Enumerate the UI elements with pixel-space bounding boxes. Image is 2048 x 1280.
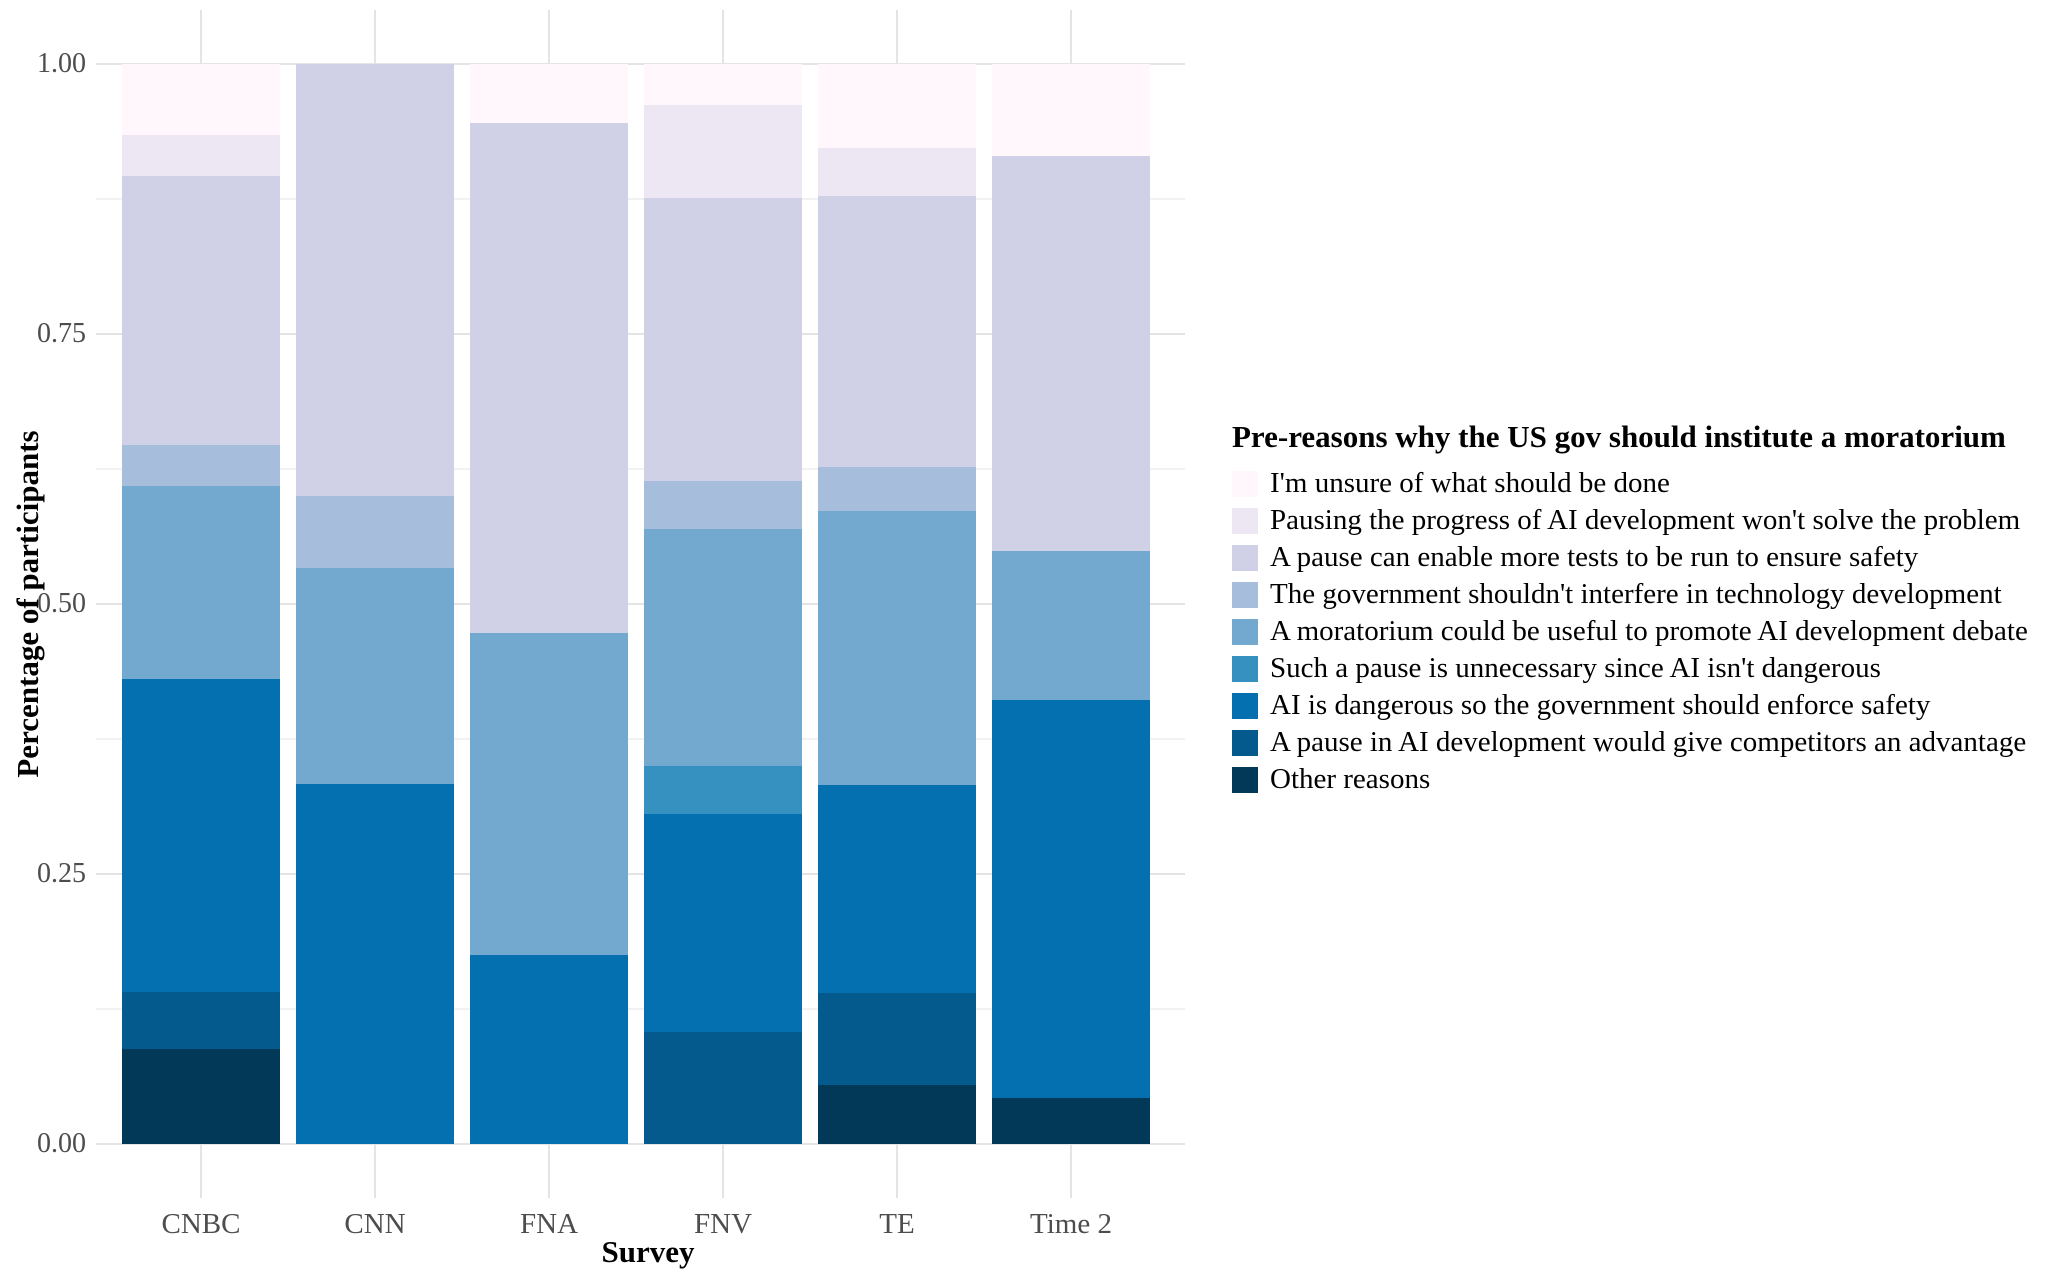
bar-segment	[296, 568, 454, 784]
legend-swatch	[1232, 766, 1258, 793]
legend-item-label: Other reasons	[1270, 763, 1431, 795]
bar-segment	[122, 679, 280, 992]
bar-segment	[470, 633, 628, 955]
legend-item-label: Such a pause is unnecessary since AI isn…	[1270, 652, 1881, 684]
legend-swatch	[1232, 618, 1258, 645]
bar-fna	[470, 10, 628, 1198]
legend-title: Pre-reasons why the US gov should instit…	[1232, 419, 2006, 454]
bar-segment	[818, 64, 976, 148]
gridline-minor-horizontal	[96, 738, 1185, 740]
bar-segment	[818, 785, 976, 993]
gridline-major-horizontal	[96, 873, 1185, 875]
legend-item: The government shouldn't interfere in te…	[1232, 576, 2028, 613]
bar-segment	[644, 1032, 802, 1144]
bar-fnv	[644, 10, 802, 1198]
x-tick-label: Time 2	[1030, 1208, 1112, 1240]
bar-segment	[818, 196, 976, 467]
x-tick-label: CNBC	[161, 1208, 241, 1240]
legend-item-label: A pause in AI development would give com…	[1270, 726, 2027, 758]
legend-item-label: Pausing the progress of AI development w…	[1270, 504, 2021, 536]
y-tick-label: 0.50	[37, 588, 86, 619]
bar-segment	[992, 551, 1150, 700]
legend-swatch	[1232, 655, 1258, 682]
gridline-minor-horizontal	[96, 198, 1185, 200]
bar-segment	[818, 1085, 976, 1144]
legend-item: Such a pause is unnecessary since AI isn…	[1232, 650, 2028, 687]
bar-segment	[992, 64, 1150, 156]
x-tick-label: CNN	[344, 1208, 406, 1240]
legend-rows: I'm unsure of what should be done Pausing…	[1232, 465, 2028, 798]
bar-segment	[992, 700, 1150, 1098]
bar-segment	[122, 176, 280, 445]
bar-segment	[992, 156, 1150, 551]
y-tick-label: 1.00	[37, 48, 86, 79]
bar-segment	[818, 148, 976, 196]
x-tick-label: FNV	[693, 1208, 753, 1240]
y-tick-label: 0.25	[37, 858, 86, 889]
bar-segment	[122, 445, 280, 486]
gridline-major-horizontal	[96, 1143, 1185, 1145]
legend-item-label: I'm unsure of what should be done	[1270, 467, 1670, 499]
legend-swatch	[1232, 692, 1258, 719]
legend-item: AI is dangerous so the government should…	[1232, 687, 2028, 724]
legend-item: Other reasons	[1232, 761, 2028, 798]
legend: Pre-reasons why the US gov should instit…	[1232, 419, 2028, 798]
legend-item-label: A moratorium could be useful to promote …	[1270, 615, 2028, 647]
gridline-major-horizontal	[96, 333, 1185, 335]
legend-swatch	[1232, 507, 1258, 534]
plot-panel	[96, 10, 1185, 1198]
legend-swatch	[1232, 581, 1258, 608]
bar-segment	[296, 784, 454, 1144]
bar-segment	[470, 123, 628, 633]
bar-segment	[644, 529, 802, 766]
bar-segment	[992, 1098, 1150, 1144]
bar-segment	[122, 64, 280, 135]
bar-cnbc	[122, 10, 280, 1198]
bar-segment	[470, 955, 628, 1144]
bar-segment	[122, 486, 280, 679]
bar-segment	[122, 992, 280, 1049]
legend-item: Pausing the progress of AI development w…	[1232, 502, 2028, 539]
y-tick-label: 0.00	[37, 1128, 86, 1159]
legend-swatch	[1232, 729, 1258, 756]
legend-item-label: The government shouldn't interfere in te…	[1270, 578, 2002, 610]
bar-segment	[644, 64, 802, 105]
gridline-major-horizontal	[96, 63, 1185, 65]
legend-item-label: A pause can enable more tests to be run …	[1270, 541, 1919, 573]
legend-swatch	[1232, 544, 1258, 571]
bar-segment	[296, 496, 454, 568]
x-tick-label: FNA	[519, 1208, 579, 1240]
bar-segment	[644, 105, 802, 198]
bar-segment	[122, 135, 280, 176]
gridline-major-horizontal	[96, 603, 1185, 605]
y-tick-label: 0.75	[37, 318, 86, 349]
bar-time-2	[992, 10, 1150, 1198]
legend-item: A pause in AI development would give com…	[1232, 724, 2028, 761]
bar-segment	[644, 481, 802, 529]
bar-segment	[644, 198, 802, 481]
legend-item: A pause can enable more tests to be run …	[1232, 539, 2028, 576]
bar-segment	[818, 467, 976, 511]
bar-segment	[644, 766, 802, 814]
bar-te	[818, 10, 976, 1198]
bar-segment	[818, 993, 976, 1085]
legend-item: I'm unsure of what should be done	[1232, 465, 2028, 502]
x-axis-title: Survey	[601, 1234, 695, 1269]
legend-swatch	[1232, 470, 1258, 497]
legend-item: A moratorium could be useful to promote …	[1232, 613, 2028, 650]
bar-cnn	[296, 10, 454, 1198]
bar-segment	[122, 1049, 280, 1144]
bar-segment	[296, 64, 454, 496]
bar-segment	[644, 814, 802, 1032]
bar-segment	[818, 511, 976, 785]
legend-item-label: AI is dangerous so the government should…	[1270, 689, 1931, 721]
x-tick-label: TE	[879, 1208, 915, 1240]
gridline-minor-horizontal	[96, 1008, 1185, 1010]
bar-segment	[470, 64, 628, 123]
gridline-minor-horizontal	[96, 468, 1185, 470]
